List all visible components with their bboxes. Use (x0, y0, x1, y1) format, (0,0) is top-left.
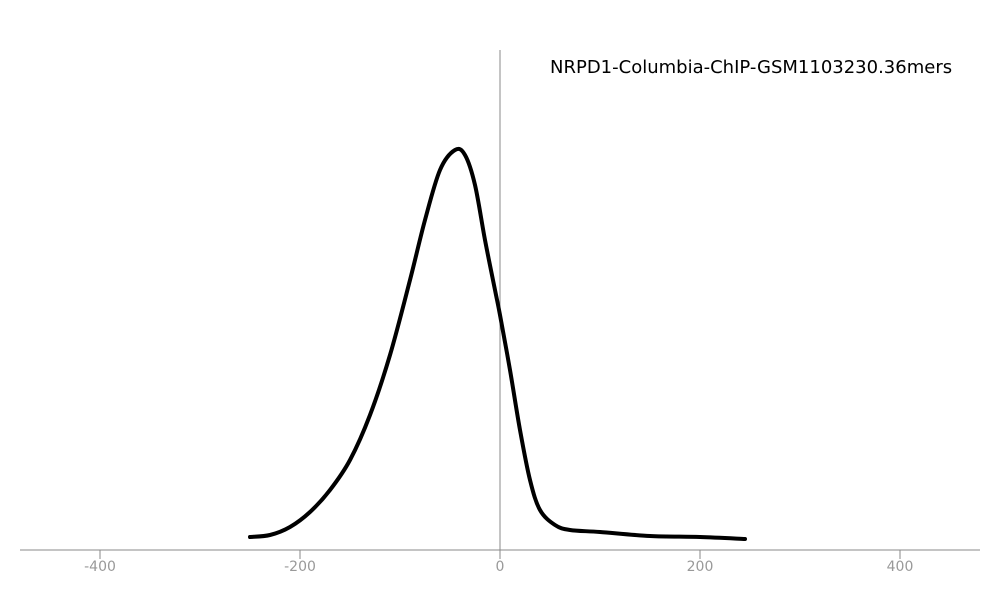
x-tick-label: -200 (284, 559, 316, 575)
x-tick-label: 0 (496, 559, 505, 575)
x-tick-label: 200 (687, 559, 714, 575)
x-tick-label: 400 (887, 559, 914, 575)
x-tick-label: -400 (84, 559, 116, 575)
chart-title: NRPD1-Columbia-ChIP-GSM1103230.36mers (550, 57, 952, 78)
density-line (248, 146, 747, 541)
